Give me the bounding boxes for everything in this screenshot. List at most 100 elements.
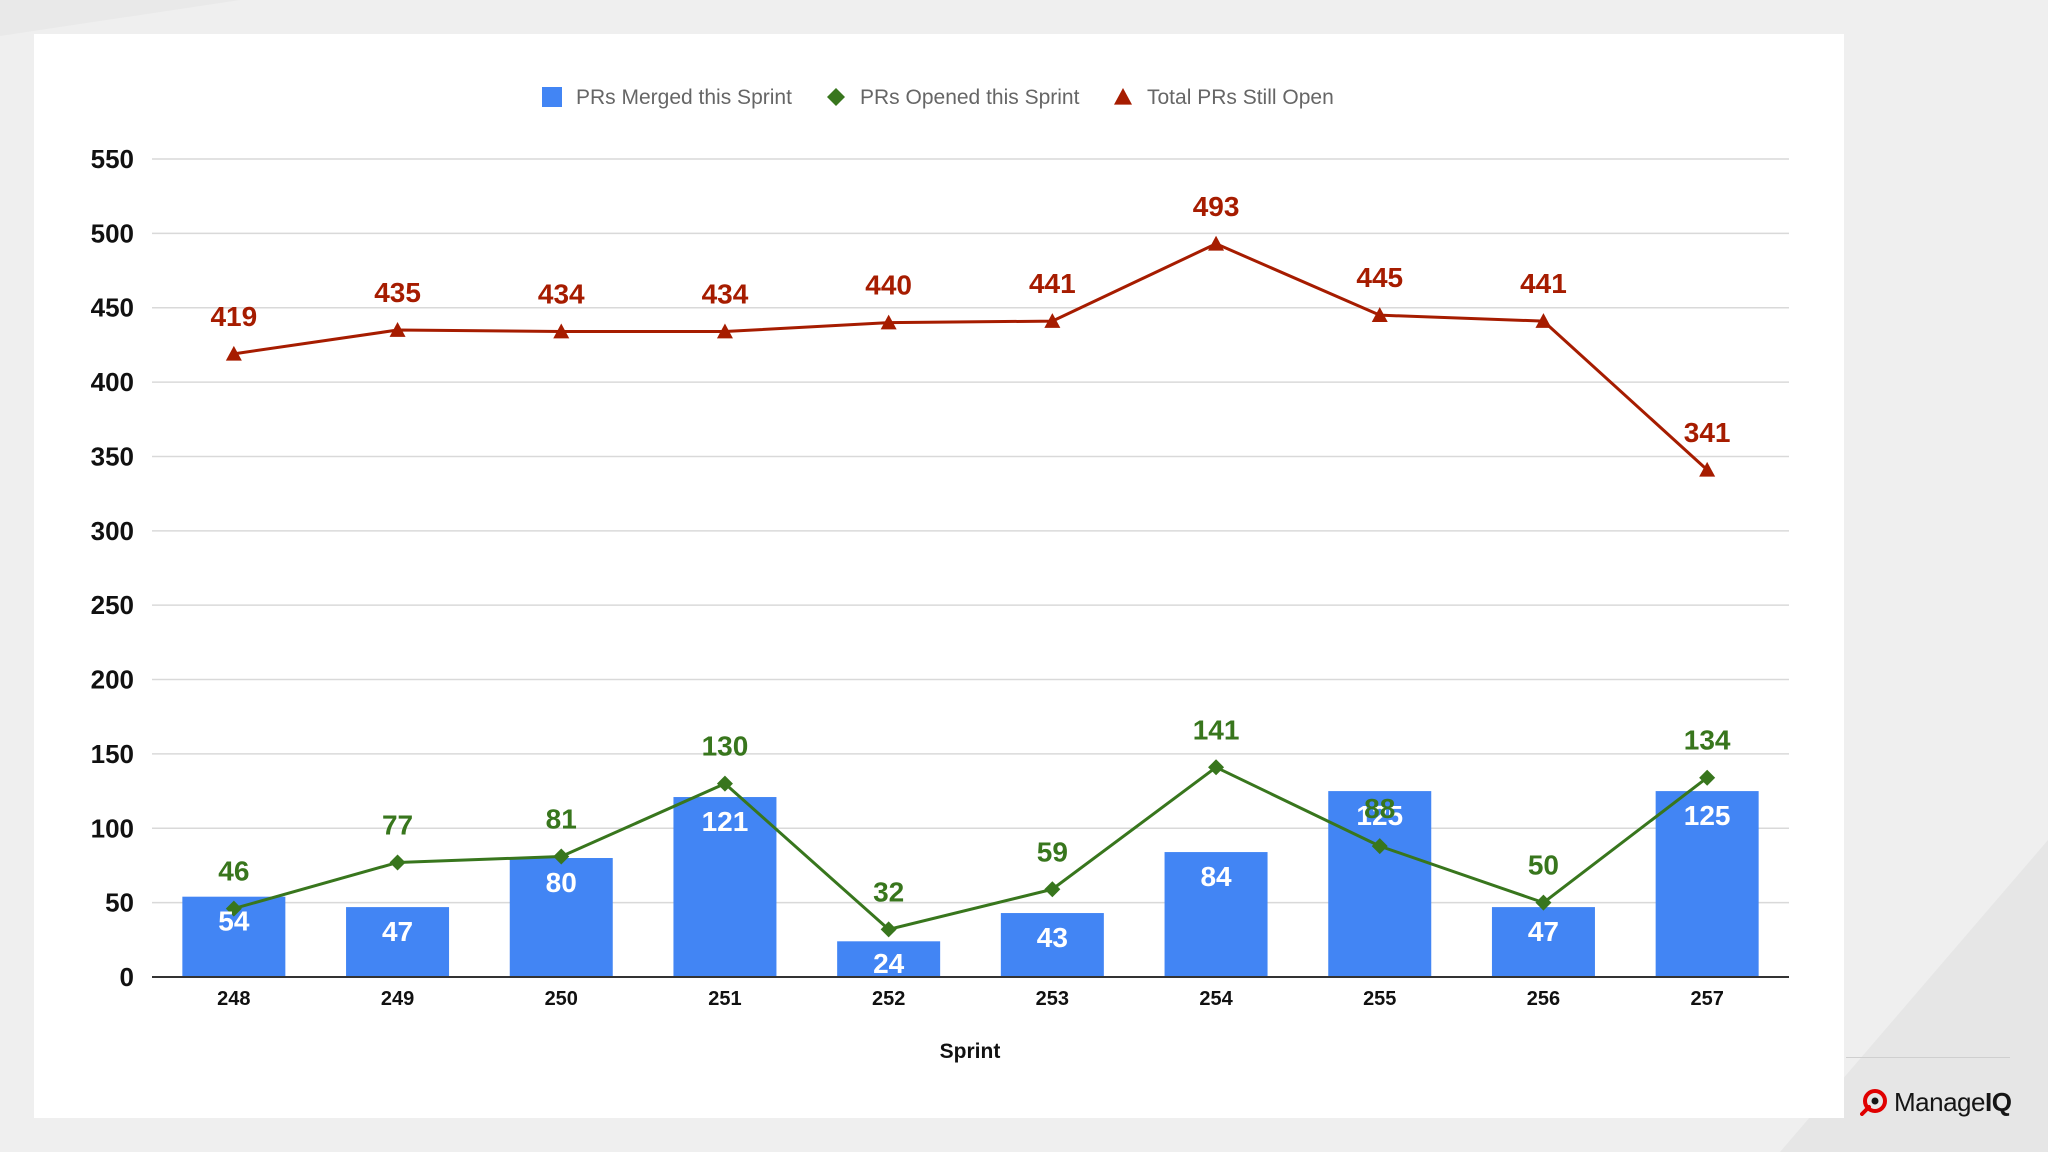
marker-opened — [225, 900, 242, 917]
y-tick-label: 450 — [91, 293, 134, 323]
data-label-merged: 80 — [546, 867, 577, 898]
x-axis: 248 249 250 251 252 253 254 255 256 257 — [152, 976, 1789, 1010]
data-label-still-open: 434 — [702, 279, 749, 310]
data-label-merged: 43 — [1037, 922, 1068, 953]
marker-still-open — [880, 314, 897, 330]
legend-label: PRs Opened this Sprint — [860, 86, 1080, 109]
y-tick-label: 250 — [91, 590, 134, 620]
y-tick-label: 50 — [105, 888, 134, 918]
data-label-merged: 47 — [382, 916, 413, 947]
x-tick-label: 252 — [872, 988, 905, 1010]
data-label-merged: 121 — [702, 806, 749, 837]
data-label-opened: 141 — [1193, 714, 1240, 745]
lines — [225, 235, 1716, 938]
y-tick-label: 300 — [91, 516, 134, 546]
x-tick-label: 248 — [217, 988, 250, 1010]
data-label-still-open: 341 — [1684, 417, 1731, 448]
data-label-still-open: 440 — [865, 270, 912, 301]
data-label-merged: 24 — [873, 948, 905, 979]
marker-still-open — [1699, 461, 1716, 477]
marker-opened — [1535, 894, 1552, 911]
x-tick-label: 249 — [381, 988, 414, 1010]
marker-opened — [1044, 881, 1061, 898]
bar-merged — [1491, 907, 1595, 977]
marker-opened — [553, 848, 570, 865]
data-label-opened: 46 — [218, 856, 249, 887]
legend-marker — [1114, 88, 1132, 105]
marker-opened — [389, 854, 406, 871]
x-tick-label: 256 — [1527, 988, 1560, 1010]
data-label-merged: 125 — [1684, 800, 1731, 831]
data-label-still-open: 434 — [538, 279, 585, 310]
marker-still-open — [1208, 235, 1225, 251]
data-labels: 54 47 80 121 24 43 84 125 47 125 46 77 81 130 32 59 141 8… — [210, 191, 1730, 979]
marker-still-open — [225, 345, 242, 361]
marker-opened — [1371, 838, 1388, 855]
marker-still-open — [389, 322, 406, 337]
data-label-merged: 47 — [1528, 916, 1559, 947]
x-tick-label: 253 — [1036, 988, 1069, 1010]
data-label-opened: 59 — [1037, 836, 1068, 867]
data-label-merged: 125 — [1356, 800, 1403, 831]
manageiq-logo-icon — [1860, 1089, 1887, 1116]
legend: PRs Merged this Sprint PRs Opened this Sp… — [542, 86, 1334, 109]
y-tick-label: 550 — [91, 144, 134, 174]
data-label-opened: 77 — [382, 809, 413, 840]
bar-merged — [509, 858, 613, 977]
y-tick-label: 0 — [120, 962, 134, 992]
x-axis-title: Sprint — [940, 1040, 1001, 1063]
y-tick-label: 350 — [91, 441, 134, 471]
x-tick-label: 251 — [708, 988, 741, 1010]
grid-lines: 0 50 100 150 200 250 300 350 400 450 500 550 — [91, 144, 1789, 992]
bar-merged — [673, 797, 777, 977]
data-label-still-open: 435 — [374, 277, 421, 308]
brand-logo: ManageIQ — [1860, 1086, 2012, 1118]
marker-still-open — [553, 323, 570, 339]
x-tick-label: 254 — [1199, 988, 1233, 1010]
x-tick-label: 255 — [1363, 988, 1396, 1010]
bar-merged — [1000, 913, 1104, 977]
marker-opened — [716, 775, 733, 792]
line-opened — [233, 765, 1709, 931]
data-label-still-open: 419 — [210, 301, 257, 332]
data-label-still-open: 445 — [1356, 262, 1403, 293]
data-label-still-open: 441 — [1029, 268, 1076, 299]
y-tick-label: 200 — [91, 665, 134, 695]
brand-name-suffix: IQ — [1984, 1086, 2012, 1117]
data-label-merged: 84 — [1200, 861, 1232, 892]
data-label-opened: 50 — [1528, 850, 1559, 881]
marker-still-open — [1371, 307, 1388, 322]
data-label-merged: 54 — [218, 906, 250, 937]
legend-marker — [542, 87, 562, 107]
marker-still-open — [1044, 313, 1061, 328]
bar-merged — [837, 941, 941, 977]
x-tick-label: 250 — [545, 988, 578, 1010]
bar-merged — [1164, 852, 1268, 977]
brand-name-prefix: Manage — [1894, 1086, 1985, 1117]
data-label-still-open: 441 — [1520, 268, 1567, 299]
marker-still-open — [1535, 313, 1552, 328]
bar-merged — [1655, 791, 1759, 977]
data-label-opened: 81 — [546, 804, 577, 835]
y-tick-label: 400 — [91, 367, 134, 397]
combo-chart: 0 50 100 150 200 250 300 350 400 450 500 550 248 249… — [91, 86, 1789, 1063]
marker-opened — [1208, 759, 1225, 776]
data-label-opened: 130 — [702, 731, 749, 762]
background-shape — [0, 0, 240, 36]
y-tick-label: 150 — [91, 739, 134, 769]
legend-marker — [827, 88, 845, 106]
marker-still-open — [716, 323, 733, 339]
legend-label: Total PRs Still Open — [1147, 86, 1334, 109]
marker-opened — [880, 921, 897, 938]
data-label-opened: 134 — [1684, 725, 1731, 756]
bar-merged — [1328, 791, 1432, 977]
bars-merged — [182, 791, 1759, 977]
y-tick-label: 100 — [91, 813, 134, 843]
brand-name: ManageIQ — [1894, 1086, 2012, 1118]
slide-card: 0 50 100 150 200 250 300 350 400 450 500 550 248 249… — [34, 34, 1844, 1118]
data-label-still-open: 493 — [1193, 191, 1240, 222]
footer-divider — [1846, 1057, 2010, 1058]
data-label-opened: 32 — [873, 876, 904, 907]
marker-opened — [1699, 769, 1716, 786]
y-tick-label: 500 — [91, 218, 134, 248]
